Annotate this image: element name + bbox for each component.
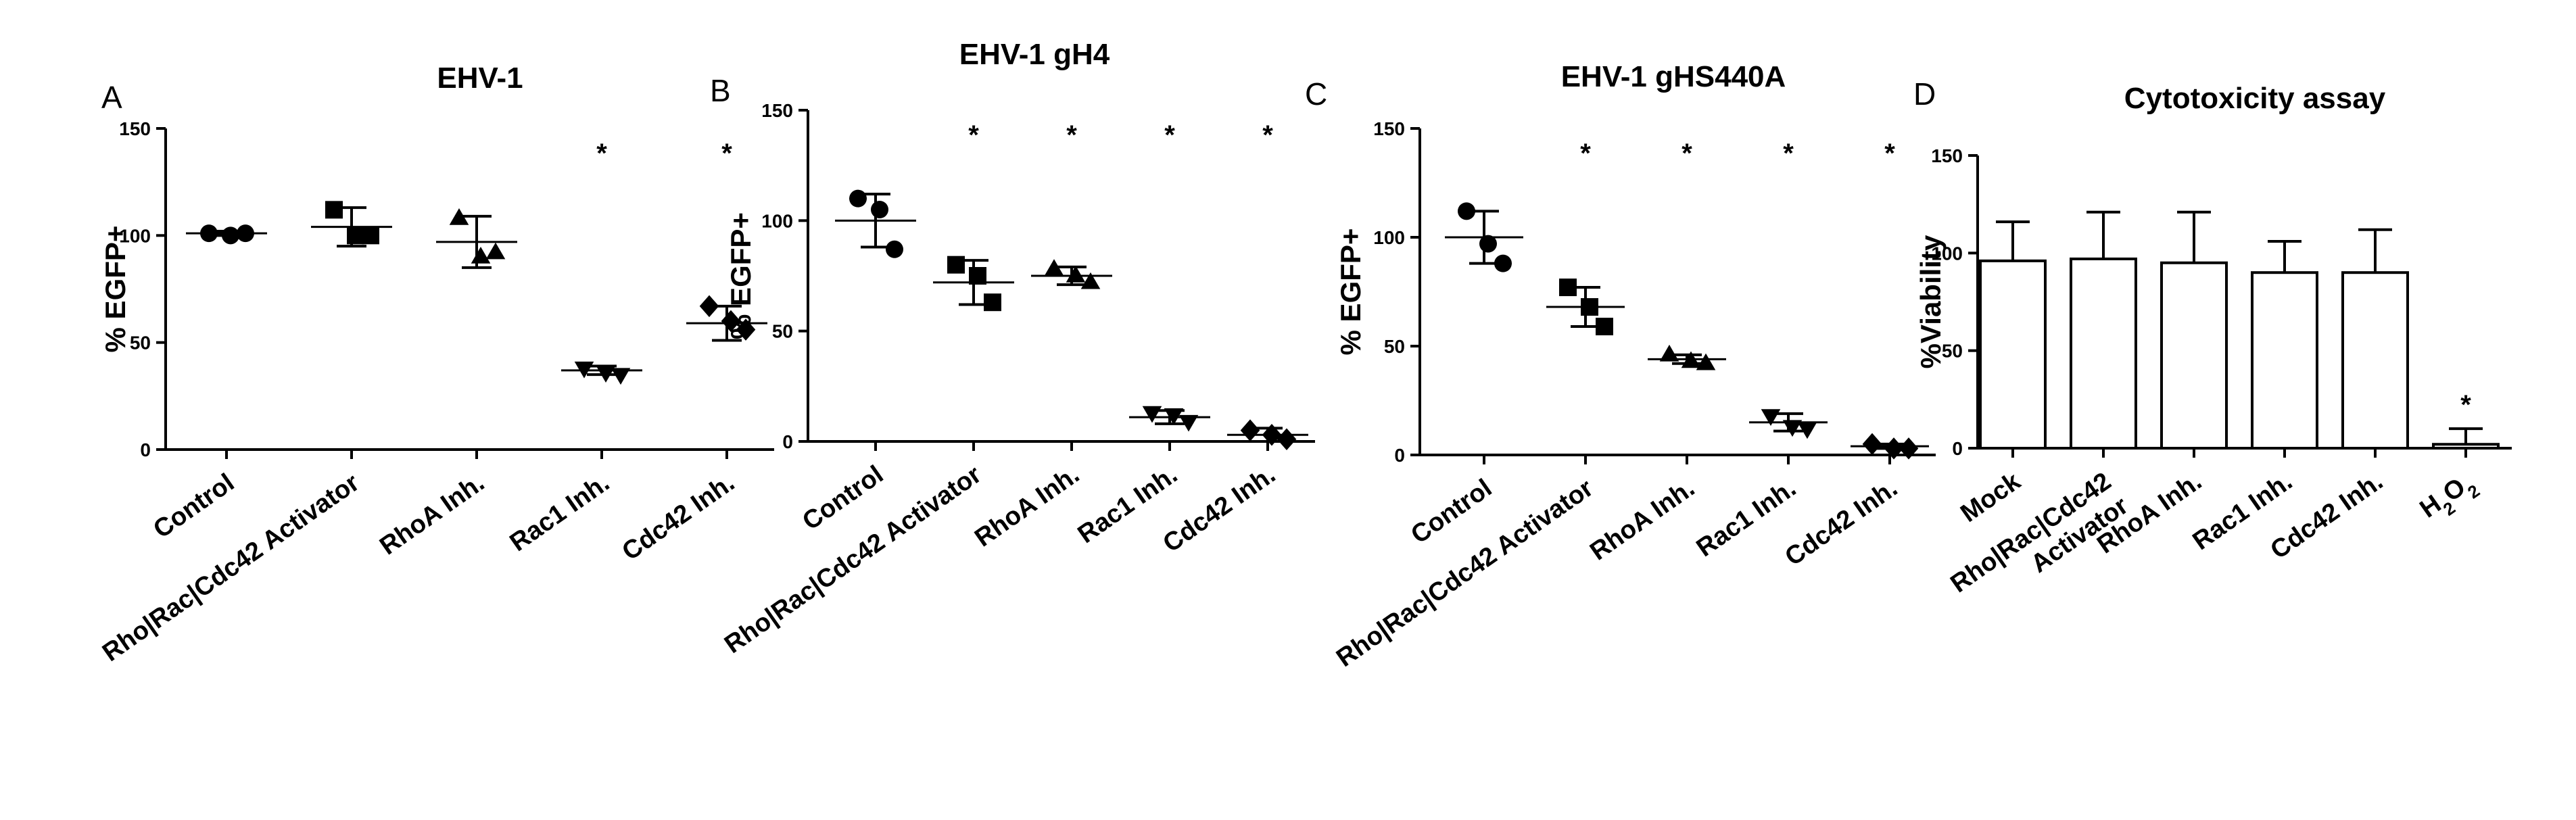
data-point [1479, 235, 1497, 253]
bar [2070, 257, 2137, 450]
data-point [1559, 279, 1577, 297]
data-point [1066, 266, 1086, 283]
bar [1979, 259, 2047, 450]
significance-marker: * [968, 120, 979, 150]
data-point [1596, 318, 1613, 336]
data-point [1494, 254, 1512, 272]
significance-marker: * [1066, 120, 1077, 150]
panel-title: EHV-1 gHS440A [1561, 60, 1786, 93]
y-tick-label: 150 [761, 100, 793, 121]
y-tick-label: 150 [119, 118, 151, 139]
y-tick-label: 0 [1394, 445, 1405, 466]
data-point [1797, 422, 1817, 439]
data-point [947, 256, 965, 274]
x-tick-label: Rho|Rac|Cdc42 Activator [97, 468, 364, 667]
y-tick-label: 0 [140, 439, 151, 460]
y-tick-label: 100 [761, 210, 793, 231]
bar [2251, 271, 2318, 450]
data-point [362, 226, 379, 245]
data-point [471, 247, 491, 264]
panel-c: C EHV-1 gHS440A % EGFP+ 0 50 100 150 Control Rho… [1305, 60, 1936, 673]
x-tick-label: H2O2 [2415, 467, 2483, 531]
data-point [699, 295, 719, 318]
data-point [849, 189, 867, 208]
data-point [347, 226, 364, 245]
data-point [721, 310, 741, 333]
significance-marker: * [1884, 139, 1895, 168]
y-axis-label: % EGFP+ [1335, 228, 1366, 356]
data-point [1080, 272, 1101, 289]
data-point [1044, 259, 1064, 276]
x-tick-label: RhoA Inh. [970, 460, 1084, 553]
data-point [1659, 344, 1679, 362]
data-point [1458, 202, 1475, 220]
panel-title: Cytotoxicity assay [2124, 82, 2386, 115]
data-point [1862, 433, 1882, 456]
data-point [1277, 428, 1297, 450]
x-tick-label: RhoA Inh. [1585, 474, 1700, 566]
y-tick-label: 50 [1942, 341, 1963, 362]
bar [2160, 261, 2228, 450]
data-point [325, 201, 343, 219]
y-tick-label: 100 [1373, 227, 1405, 248]
y-axis-label: % EGFP+ [99, 226, 131, 353]
significance-marker: * [721, 139, 732, 168]
data-point [485, 242, 506, 260]
significance-marker: * [1164, 120, 1175, 150]
significance-marker: * [1262, 120, 1273, 150]
panel-d: D Cytotoxicity assay %Viability 0 50 100 150 Mo… [1913, 76, 2512, 598]
x-tick-label: Rac1 Inh. [505, 468, 615, 557]
y-tick-label: 100 [119, 225, 151, 246]
y-tick-label: 100 [1931, 243, 1963, 264]
x-tick-label: Mock [1955, 466, 2026, 528]
significance-marker: * [1681, 139, 1692, 168]
y-tick-label: 150 [1373, 118, 1405, 139]
significance-marker: * [2460, 390, 2471, 420]
y-axis-label: %Viability [1915, 235, 1947, 368]
data-point [1240, 419, 1260, 441]
data-point [1899, 437, 1919, 460]
data-point [1142, 406, 1162, 423]
data-point [1696, 353, 1716, 370]
significance-marker: * [1783, 139, 1794, 168]
bar [2432, 443, 2500, 450]
data-point [984, 293, 1001, 312]
y-tick-label: 50 [130, 333, 151, 354]
x-tick-label: Cdc42 Inh. [1780, 474, 1903, 572]
significance-marker: * [596, 139, 607, 168]
x-tick-label: Control [148, 468, 239, 544]
data-point [222, 226, 239, 245]
y-tick-label: 0 [782, 431, 793, 452]
y-axis-label: % EGFP+ [725, 212, 757, 339]
data-point [871, 201, 888, 218]
panel-a: A EHV-1 % EGFP+ 0 50 100 150 ControlRho|Rac|Cdc… [97, 62, 774, 667]
panel-letter: D [1913, 76, 1936, 112]
y-tick-label: 0 [1952, 438, 1963, 459]
data-point [449, 208, 469, 225]
data-point [611, 368, 631, 385]
significance-marker: * [1580, 139, 1591, 168]
y-tick-label: 150 [1931, 145, 1963, 166]
data-point [1178, 414, 1199, 432]
panel-letter: C [1305, 76, 1327, 112]
data-point [1782, 420, 1803, 437]
y-tick-label: 50 [772, 321, 793, 342]
data-point [886, 240, 903, 258]
y-tick-label: 50 [1384, 336, 1405, 357]
data-point [1761, 409, 1781, 426]
x-tick-label: Control [797, 460, 888, 536]
x-tick-label: Control [1406, 474, 1497, 550]
x-tick-label: Cdc42 Inh. [617, 468, 740, 566]
panel-title: EHV-1 gH4 [959, 38, 1110, 71]
panel-letter: B [710, 73, 731, 108]
data-point [1884, 437, 1904, 460]
panel-title: EHV-1 [437, 62, 523, 95]
panel-letter: A [101, 80, 122, 115]
x-tick-label: RhoA Inh. [375, 468, 490, 561]
bar [2341, 271, 2409, 450]
